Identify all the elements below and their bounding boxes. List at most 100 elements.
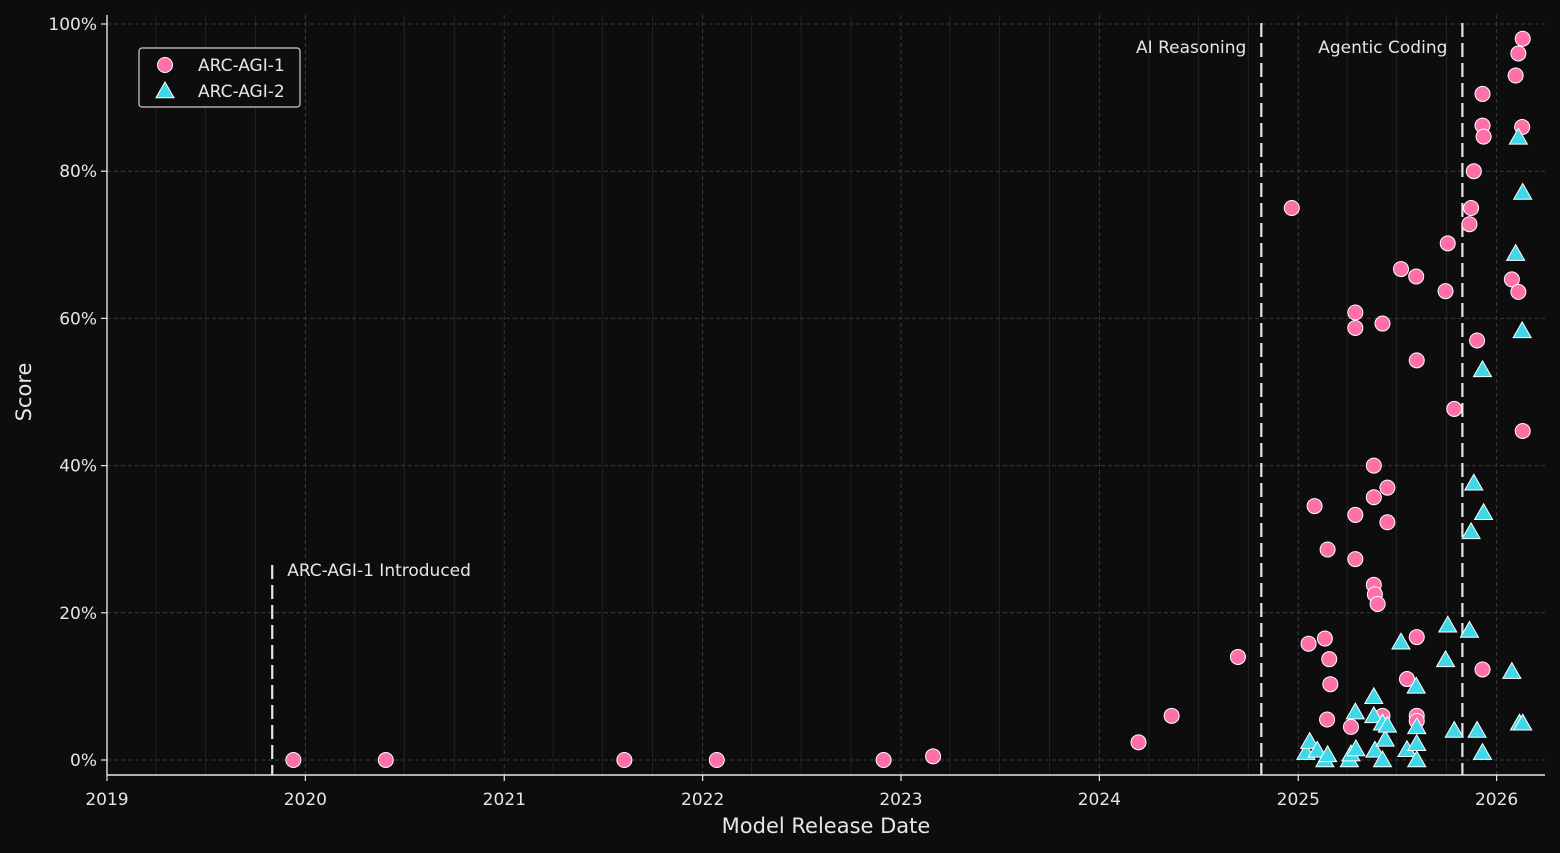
annotation-label: ARC-AGI-1 Introduced	[287, 561, 471, 581]
arc-agi-2-point	[1365, 740, 1385, 758]
arc-agi-1-point	[1319, 711, 1336, 728]
arc-agi-2-point	[1346, 738, 1366, 757]
arc-agi-1-point	[1365, 489, 1382, 506]
arc-agi-2-point	[1406, 749, 1427, 768]
arc-agi-1-point	[1369, 595, 1386, 612]
grid	[106, 15, 1545, 775]
axes: 2019 2020 2021 2022 2023 2024 2025 2026 0% 20% 40%…	[12, 15, 1545, 838]
arc-agi-2-point	[1508, 127, 1529, 145]
arc-agi-1-point	[1408, 629, 1425, 646]
arc-agi-1-point	[1322, 676, 1339, 693]
legend-marker-triangle	[155, 80, 175, 99]
arc-agi-1-point	[1130, 734, 1147, 751]
arc-agi-1-point	[1514, 30, 1531, 47]
arc-agi-1-point	[1365, 457, 1382, 474]
arc-agi-2-point	[1406, 716, 1427, 735]
arc-agi-1-point	[1510, 45, 1527, 62]
arc-agi-1-point	[875, 752, 892, 768]
arc-agi-2-point	[1459, 620, 1480, 638]
arc-agi-1-point	[1300, 635, 1317, 652]
arc-agi-2-point	[1461, 521, 1481, 540]
arc-agi-1-point	[285, 752, 302, 768]
arc-agi-2-point	[1299, 731, 1320, 749]
annotation-label: Agentic Coding	[1318, 38, 1447, 58]
y-tick-label: 100%	[48, 15, 97, 35]
arc-agi-2-point	[1435, 649, 1456, 668]
legend-label: ARC-AGI-1	[198, 56, 285, 76]
arc-agi-1-point	[1461, 216, 1478, 233]
arc-agi-1-point	[1437, 283, 1454, 300]
arc-agi-1-point	[1474, 85, 1491, 102]
arc-agi-1-point	[1398, 671, 1415, 688]
x-tick-label: 2023	[879, 790, 922, 810]
arc-agi-1-point	[1514, 423, 1531, 440]
arc-agi-2-point	[1406, 733, 1427, 752]
arc-agi-1-point	[1283, 200, 1300, 216]
y-axis-title: Score	[12, 363, 36, 422]
y-tick-label: 60%	[59, 309, 97, 329]
arc-agi-2-point	[1372, 749, 1393, 768]
arc-agi-2-point	[1472, 359, 1493, 378]
arc-agi-1-point	[1379, 514, 1396, 531]
arc-agi-1-point	[1319, 541, 1336, 558]
arc-agi-1-point	[1469, 332, 1486, 349]
arc-agi-1-point	[1347, 304, 1364, 321]
arc-agi-2-point	[1345, 702, 1366, 720]
arc-agi-2-point	[1512, 320, 1533, 339]
y-tick-label: 20%	[59, 604, 97, 624]
arc-agi-1-point	[708, 752, 725, 768]
arc-agi-1-point	[1347, 319, 1364, 336]
arc-agi-1-point	[1392, 261, 1409, 278]
arc-agi-2-point	[1437, 615, 1458, 633]
arc-agi-2-point	[1473, 502, 1494, 520]
arc-agi-1-point	[925, 748, 942, 765]
annotations: ARC-AGI-1 Introduced AI Reasoning Agentic …	[271, 23, 1464, 775]
arc-agi-2-point	[1505, 243, 1526, 261]
arc-agi-1-point	[1446, 400, 1463, 417]
arc-agi-1-point	[1439, 235, 1456, 252]
arc-agi-1-point	[1408, 352, 1425, 369]
arc-agi-1-point	[1408, 268, 1425, 285]
arc-agi-1-point	[1475, 128, 1492, 145]
y-tick-label: 80%	[59, 162, 97, 182]
y-tick-label: 40%	[59, 457, 97, 477]
arc-agi-1-point	[1163, 707, 1180, 724]
legend-box	[138, 47, 301, 108]
arc-agi-2-point	[1391, 632, 1411, 650]
arc-agi-2-point	[1472, 742, 1493, 760]
arc-agi-1-point	[1465, 163, 1482, 180]
arc-agi-1-point	[1463, 200, 1480, 216]
arc-agi-1-point	[1321, 651, 1338, 668]
legend: ARC-AGI-1 ARC-AGI-2	[138, 47, 301, 108]
x-axis-title: Model Release Date	[722, 814, 931, 838]
arc-agi-2-point	[1363, 705, 1384, 724]
arc-agi-1-point	[1347, 506, 1364, 523]
arc-agi-2-point	[1512, 182, 1533, 200]
arc-agi-2-point	[1467, 720, 1487, 738]
annotation-label: AI Reasoning	[1136, 38, 1246, 58]
arc-agi-2-point	[1317, 744, 1338, 763]
arc-agi-1-point	[377, 752, 394, 768]
arc-agi-1-point	[1342, 718, 1359, 735]
arc-agi-2-point	[1406, 676, 1427, 694]
arc-agi-1-point	[1379, 479, 1396, 496]
y-tick-label: 0%	[70, 751, 97, 771]
arc-agi-1-point	[1229, 648, 1246, 665]
arc-agi-2-point	[1444, 720, 1465, 738]
x-tick-label: 2022	[681, 790, 724, 810]
arc-agi-1-point	[1510, 283, 1527, 300]
arc-agi-1-point	[616, 752, 633, 768]
x-tick-label: 2021	[483, 790, 526, 810]
x-tick-label: 2024	[1078, 790, 1121, 810]
arc-agi-1-point	[1507, 67, 1524, 84]
arc-agi-2-point	[1501, 661, 1522, 679]
arc-agi-2-point	[1307, 740, 1328, 758]
arc-agi-2-point	[1375, 729, 1396, 747]
arc-agi-2-point	[1363, 686, 1384, 704]
arc-agi-1-point	[1306, 498, 1323, 515]
legend-marker-circle	[157, 57, 173, 73]
arc-agi-1-point	[1474, 661, 1491, 678]
arc-agi-1-point	[1347, 551, 1364, 568]
x-tick-label: 2025	[1277, 790, 1320, 810]
